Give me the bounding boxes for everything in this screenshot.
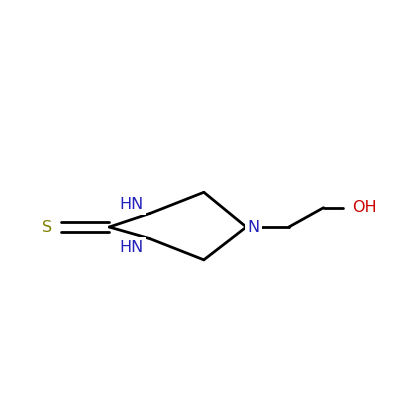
Text: HN: HN	[120, 240, 144, 255]
Text: HN: HN	[120, 197, 144, 212]
Text: OH: OH	[352, 200, 377, 215]
Text: N: N	[247, 220, 259, 234]
Text: S: S	[42, 220, 52, 234]
